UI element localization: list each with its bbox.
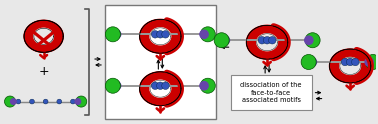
Polygon shape	[150, 28, 170, 45]
Text: +: +	[38, 65, 49, 78]
Circle shape	[200, 82, 208, 90]
Circle shape	[200, 30, 208, 38]
Circle shape	[16, 99, 21, 104]
Polygon shape	[24, 20, 63, 52]
Polygon shape	[340, 58, 361, 74]
Circle shape	[346, 58, 354, 66]
Circle shape	[341, 58, 349, 66]
Circle shape	[75, 99, 81, 104]
Circle shape	[301, 54, 316, 70]
Bar	[105, 5, 216, 119]
Circle shape	[366, 54, 378, 70]
Polygon shape	[34, 28, 53, 44]
Circle shape	[152, 31, 159, 38]
FancyBboxPatch shape	[231, 75, 311, 110]
Text: dissociation of the
face-to-face
associated motifs: dissociation of the face-to-face associa…	[240, 82, 302, 103]
Polygon shape	[257, 34, 277, 51]
Circle shape	[70, 99, 75, 104]
Circle shape	[352, 58, 359, 66]
Circle shape	[11, 99, 16, 104]
Circle shape	[258, 36, 266, 44]
Circle shape	[221, 36, 229, 44]
Circle shape	[105, 78, 120, 93]
Circle shape	[156, 82, 164, 90]
Polygon shape	[246, 25, 288, 59]
Circle shape	[43, 99, 48, 104]
Circle shape	[162, 31, 169, 38]
Circle shape	[152, 82, 159, 90]
Circle shape	[263, 36, 271, 44]
Circle shape	[214, 33, 229, 48]
Circle shape	[57, 99, 62, 104]
Circle shape	[365, 58, 373, 66]
Circle shape	[200, 78, 215, 93]
Circle shape	[76, 96, 87, 107]
Polygon shape	[150, 80, 170, 97]
Circle shape	[29, 99, 34, 104]
Polygon shape	[139, 72, 181, 106]
Circle shape	[268, 36, 276, 44]
Circle shape	[200, 27, 215, 42]
Circle shape	[113, 30, 121, 38]
Polygon shape	[139, 19, 181, 53]
Circle shape	[5, 96, 15, 107]
Circle shape	[156, 31, 164, 38]
Circle shape	[308, 58, 316, 66]
Circle shape	[305, 36, 313, 44]
Circle shape	[305, 33, 320, 48]
Circle shape	[113, 82, 121, 90]
Polygon shape	[330, 49, 371, 83]
Circle shape	[105, 27, 120, 42]
Circle shape	[162, 82, 169, 90]
